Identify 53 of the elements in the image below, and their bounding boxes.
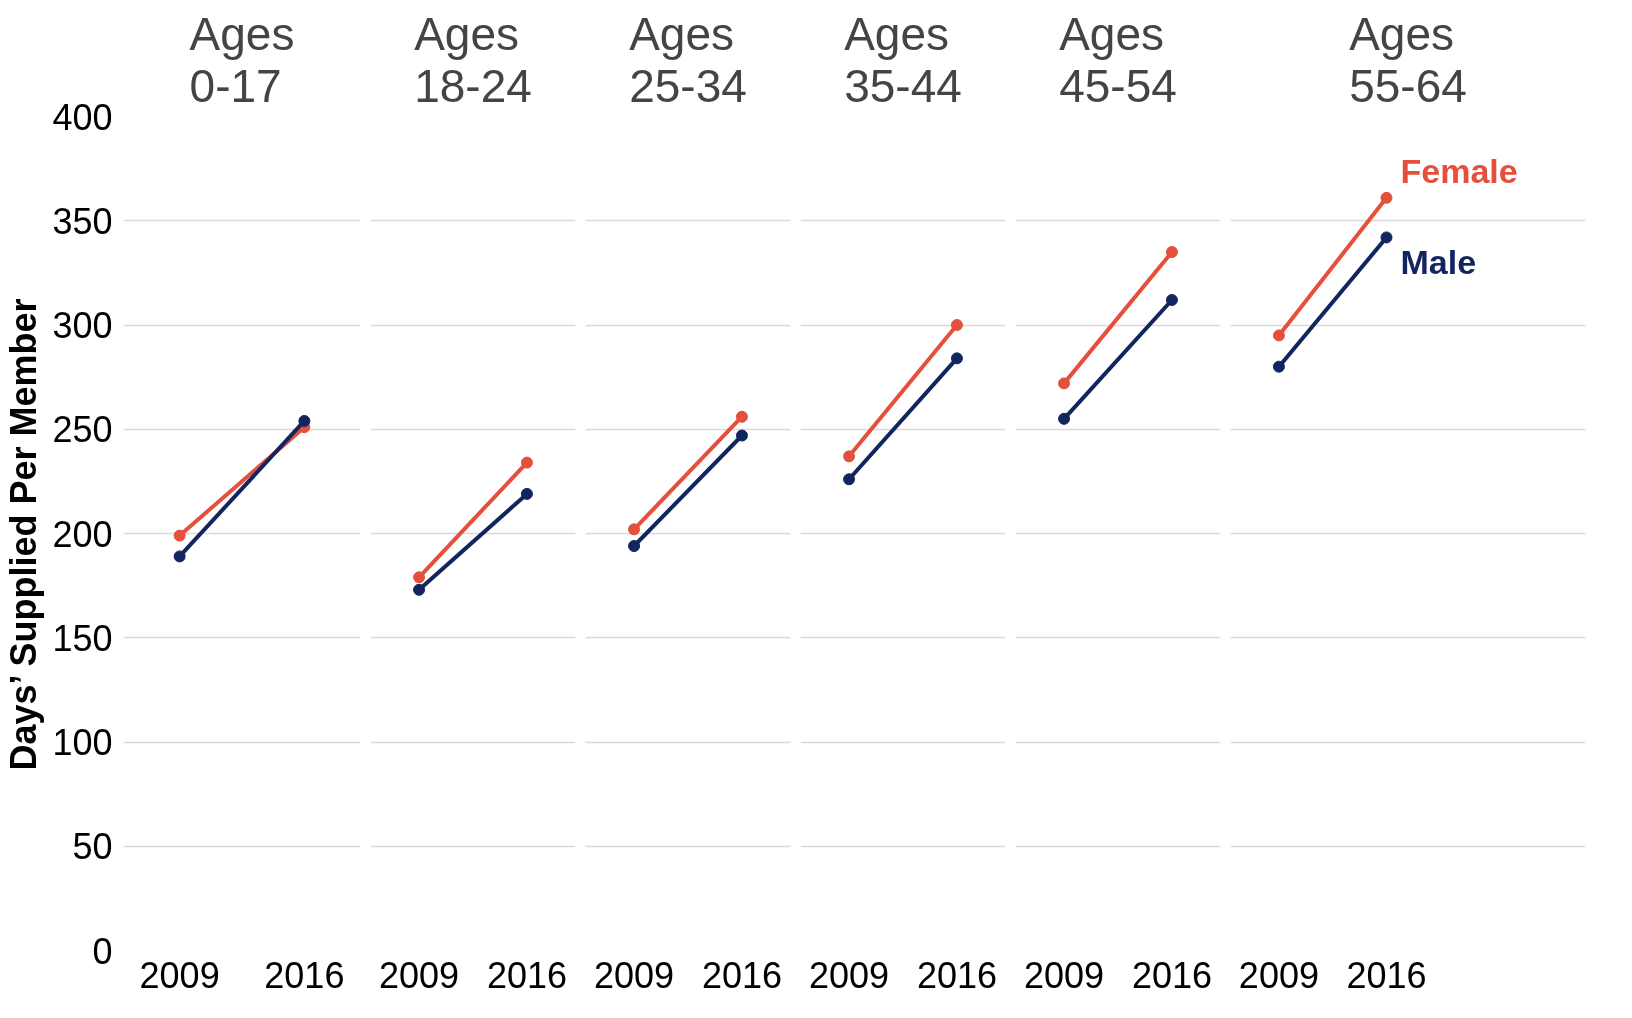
point bbox=[628, 540, 641, 552]
series-label: Female bbox=[1400, 151, 1518, 190]
chart-title: Ages 35-44 bbox=[844, 7, 962, 112]
y-tick-label: 200 bbox=[52, 513, 113, 555]
chart-title: Ages 25-34 bbox=[629, 7, 747, 112]
x-tick-label: 2009 bbox=[1238, 954, 1319, 996]
y-tick-label: 50 bbox=[72, 826, 113, 868]
point bbox=[1380, 191, 1393, 204]
x-tick-label: 2009 bbox=[379, 954, 460, 996]
y-tick-label: 300 bbox=[52, 305, 113, 346]
point bbox=[735, 410, 748, 423]
point bbox=[950, 352, 963, 365]
point bbox=[1058, 377, 1071, 390]
x-tick-label: 2016 bbox=[486, 954, 567, 996]
x-tick-label: 2009 bbox=[1024, 954, 1105, 996]
x-tick-label: 2016 bbox=[264, 954, 345, 996]
point bbox=[735, 429, 748, 442]
point bbox=[1380, 231, 1393, 244]
point bbox=[1165, 246, 1178, 259]
y-tick-label: 100 bbox=[52, 722, 113, 763]
point bbox=[1165, 293, 1178, 306]
point bbox=[628, 523, 641, 536]
y-tick-label: 350 bbox=[52, 200, 113, 242]
chart-title: Ages 55-64 bbox=[1349, 7, 1467, 112]
point bbox=[843, 473, 856, 486]
point bbox=[1272, 360, 1285, 373]
point bbox=[843, 450, 856, 463]
point bbox=[413, 583, 426, 596]
point bbox=[520, 456, 533, 469]
point bbox=[520, 487, 533, 500]
x-tick-label: 2016 bbox=[1346, 954, 1427, 996]
point bbox=[1272, 329, 1285, 342]
point bbox=[950, 319, 963, 331]
point bbox=[298, 414, 311, 427]
chart-title: Ages 18-24 bbox=[414, 7, 532, 112]
x-tick-label: 2016 bbox=[701, 954, 782, 996]
point bbox=[1058, 412, 1071, 425]
y-tick-label: 400 bbox=[52, 96, 113, 138]
point bbox=[173, 550, 186, 563]
x-tick-label: 2009 bbox=[594, 954, 675, 996]
y-tick-label: 250 bbox=[52, 409, 113, 451]
series-label: Male bbox=[1400, 243, 1477, 282]
y-axis-title: Days’ Supplied Per Member bbox=[3, 298, 45, 771]
x-tick-label: 2009 bbox=[809, 954, 890, 996]
point bbox=[413, 571, 426, 584]
point bbox=[173, 529, 186, 542]
chart-title: Ages 0-17 bbox=[189, 7, 295, 112]
x-tick-label: 2009 bbox=[139, 954, 220, 996]
y-tick-label: 0 bbox=[92, 930, 113, 972]
y-tick-label: 150 bbox=[52, 617, 113, 659]
x-tick-label: 2016 bbox=[916, 954, 997, 996]
x-tick-label: 2016 bbox=[1131, 954, 1212, 996]
chart-title: Ages 45-54 bbox=[1059, 7, 1177, 112]
